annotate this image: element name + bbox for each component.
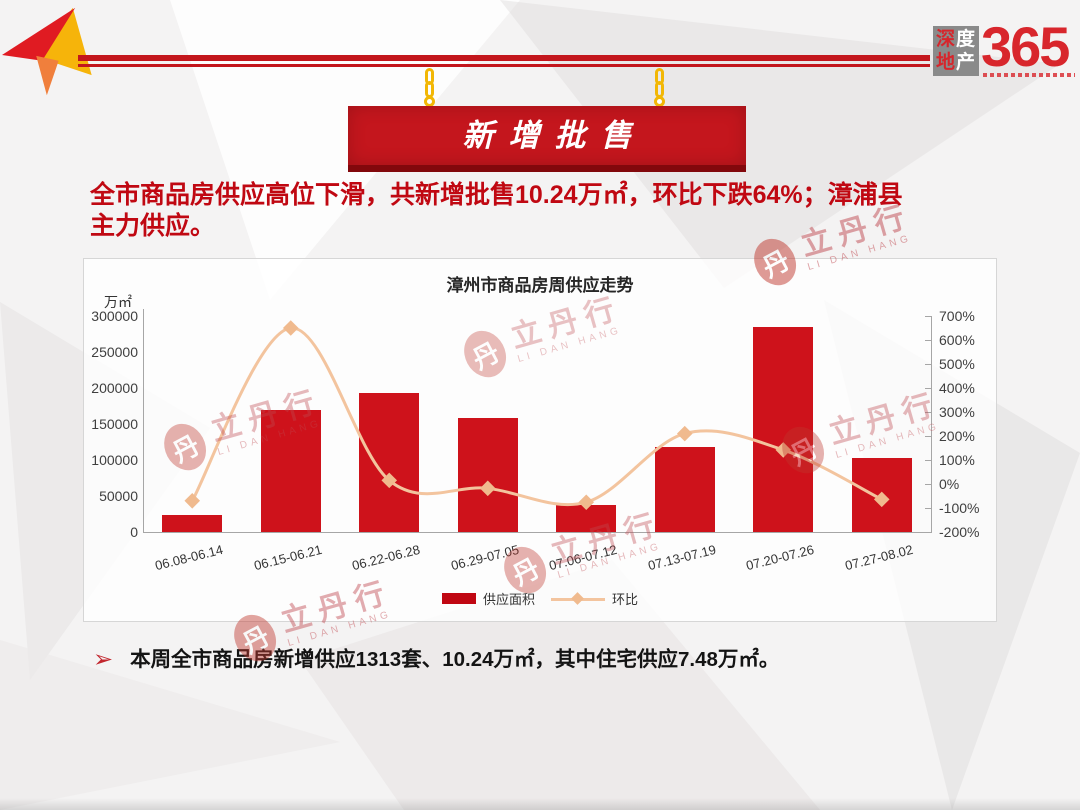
y-right-tick-label: 600%	[939, 332, 975, 348]
wow-line-marker	[676, 425, 693, 442]
brand-number: 365	[981, 15, 1070, 78]
brand-logo: 深度 地产 365	[933, 15, 1078, 82]
x-tick-label: 07.20-07.26	[744, 541, 816, 574]
section-banner: 新增批售	[348, 106, 746, 172]
x-tick-label: 07.13-07.19	[646, 541, 718, 574]
y-right-tick-label: 400%	[939, 380, 975, 396]
legend-diamond-marker	[571, 591, 584, 605]
chart-panel: 漳州市商品房周供应走势 万㎡ 300000 250000 200000 150000 1…	[83, 258, 997, 622]
y-right-tick-label: 0%	[939, 476, 960, 492]
y-axis-right-line	[931, 316, 932, 532]
bar-07.20-07.26	[753, 326, 814, 532]
wow-line-marker	[184, 493, 201, 509]
brand-char: 产	[956, 52, 977, 73]
banner-chain-left	[424, 68, 436, 110]
y-right-tick-mark	[925, 436, 931, 437]
header-rule-thick	[78, 55, 930, 61]
chart-title: 漳州市商品房周供应走势	[446, 276, 634, 295]
y-right-tick-mark	[925, 364, 931, 365]
chart-legend: 供应面积 环比	[84, 589, 996, 608]
y-right-tick-mark	[925, 484, 931, 485]
x-tick-label: 06.15-06.21	[252, 541, 324, 574]
y-right-tick-label: 200%	[939, 428, 975, 444]
y-right-tick-label: 500%	[939, 356, 975, 372]
brand-char: 度	[956, 29, 977, 50]
headline-line-2: 主力供应。	[90, 212, 216, 240]
y-right-tick-label: -100%	[939, 500, 980, 516]
y-left-tick-label: 0	[130, 524, 138, 540]
brand-name-box: 深度 地产	[933, 26, 979, 76]
y-right-tick-mark	[925, 388, 931, 389]
y-axis-unit-label: 万㎡	[104, 294, 132, 310]
y-right-tick-label: 100%	[939, 452, 975, 468]
legend-label: 供应面积	[482, 592, 535, 607]
y-left-tick-label: 300000	[91, 308, 138, 324]
y-right-tick-label: -200%	[939, 524, 980, 540]
bar-06.22-06.28	[359, 393, 420, 532]
header-rule-thin	[78, 64, 930, 67]
y-right-tick-mark	[925, 460, 931, 461]
bar-07.27-08.02	[851, 458, 912, 532]
bar-06.08-06.14	[162, 515, 223, 532]
legend-line-swatch	[551, 591, 605, 605]
brand-tagline	[983, 73, 1075, 77]
summary-text: 本周全市商品房新增供应1313套、10.24万㎡，其中住宅供应7.48万㎡。	[130, 648, 780, 671]
y-left-tick-label: 50000	[99, 488, 138, 504]
chain-knot	[424, 96, 435, 107]
brand-row-1: 深度	[936, 28, 976, 51]
wow-line-marker	[282, 320, 299, 336]
y-right-tick-mark	[925, 508, 931, 509]
x-tick-label: 07.27-08.02	[843, 541, 915, 574]
y-right-tick-label: 300%	[939, 404, 975, 420]
legend-label: 环比	[612, 592, 639, 607]
brand-char: 地	[935, 52, 956, 73]
bullet-arrow-icon: ➢	[93, 646, 114, 673]
x-tick-label: 06.08-06.14	[153, 541, 225, 574]
y-left-tick-label: 150000	[91, 416, 138, 432]
y-right-tick-mark	[925, 532, 931, 533]
chain-knot	[654, 96, 665, 107]
bar-06.29-07.05	[457, 418, 518, 532]
y-axis-left-line	[143, 309, 144, 532]
y-left-tick-label: 200000	[91, 380, 138, 396]
bottom-shade	[0, 798, 1080, 810]
bar-07.13-07.19	[654, 447, 715, 532]
brand-char: 深	[935, 29, 956, 50]
section-title: 新增批售	[462, 118, 647, 153]
header-rule	[78, 55, 930, 68]
y-right-tick-mark	[925, 412, 931, 413]
headline: 全市商品房供应高位下滑，共新增批售10.24万㎡，环比下跌64%；漳浦县 主力供…	[90, 180, 995, 242]
bar-06.15-06.21	[260, 409, 321, 532]
headline-line-1: 全市商品房供应高位下滑，共新增批售10.24万㎡，环比下跌64%；漳浦县	[90, 181, 903, 209]
x-tick-label: 07.06-07.12	[547, 541, 619, 574]
x-axis-line	[143, 532, 932, 533]
y-left-tick-label: 250000	[91, 344, 138, 360]
bar-07.06-07.12	[556, 504, 617, 532]
y-right-tick-label: 700%	[939, 308, 975, 324]
summary-bullet: ➢ 本周全市商品房新增供应1313套、10.24万㎡，其中住宅供应7.48万㎡。	[93, 645, 993, 675]
x-tick-label: 06.22-06.28	[350, 541, 422, 574]
y-right-tick-mark	[925, 316, 931, 317]
x-tick-label: 06.29-07.05	[449, 541, 521, 574]
brand-row-2: 地产	[936, 51, 976, 74]
y-left-tick-label: 100000	[91, 452, 138, 468]
banner-chain-right	[654, 68, 666, 110]
legend-bar-swatch	[441, 593, 476, 604]
legend-item-supply: 供应面积	[441, 589, 535, 608]
paper-plane-logo	[2, 6, 120, 102]
y-right-tick-mark	[925, 340, 931, 341]
legend-item-wow: 环比	[551, 589, 638, 608]
